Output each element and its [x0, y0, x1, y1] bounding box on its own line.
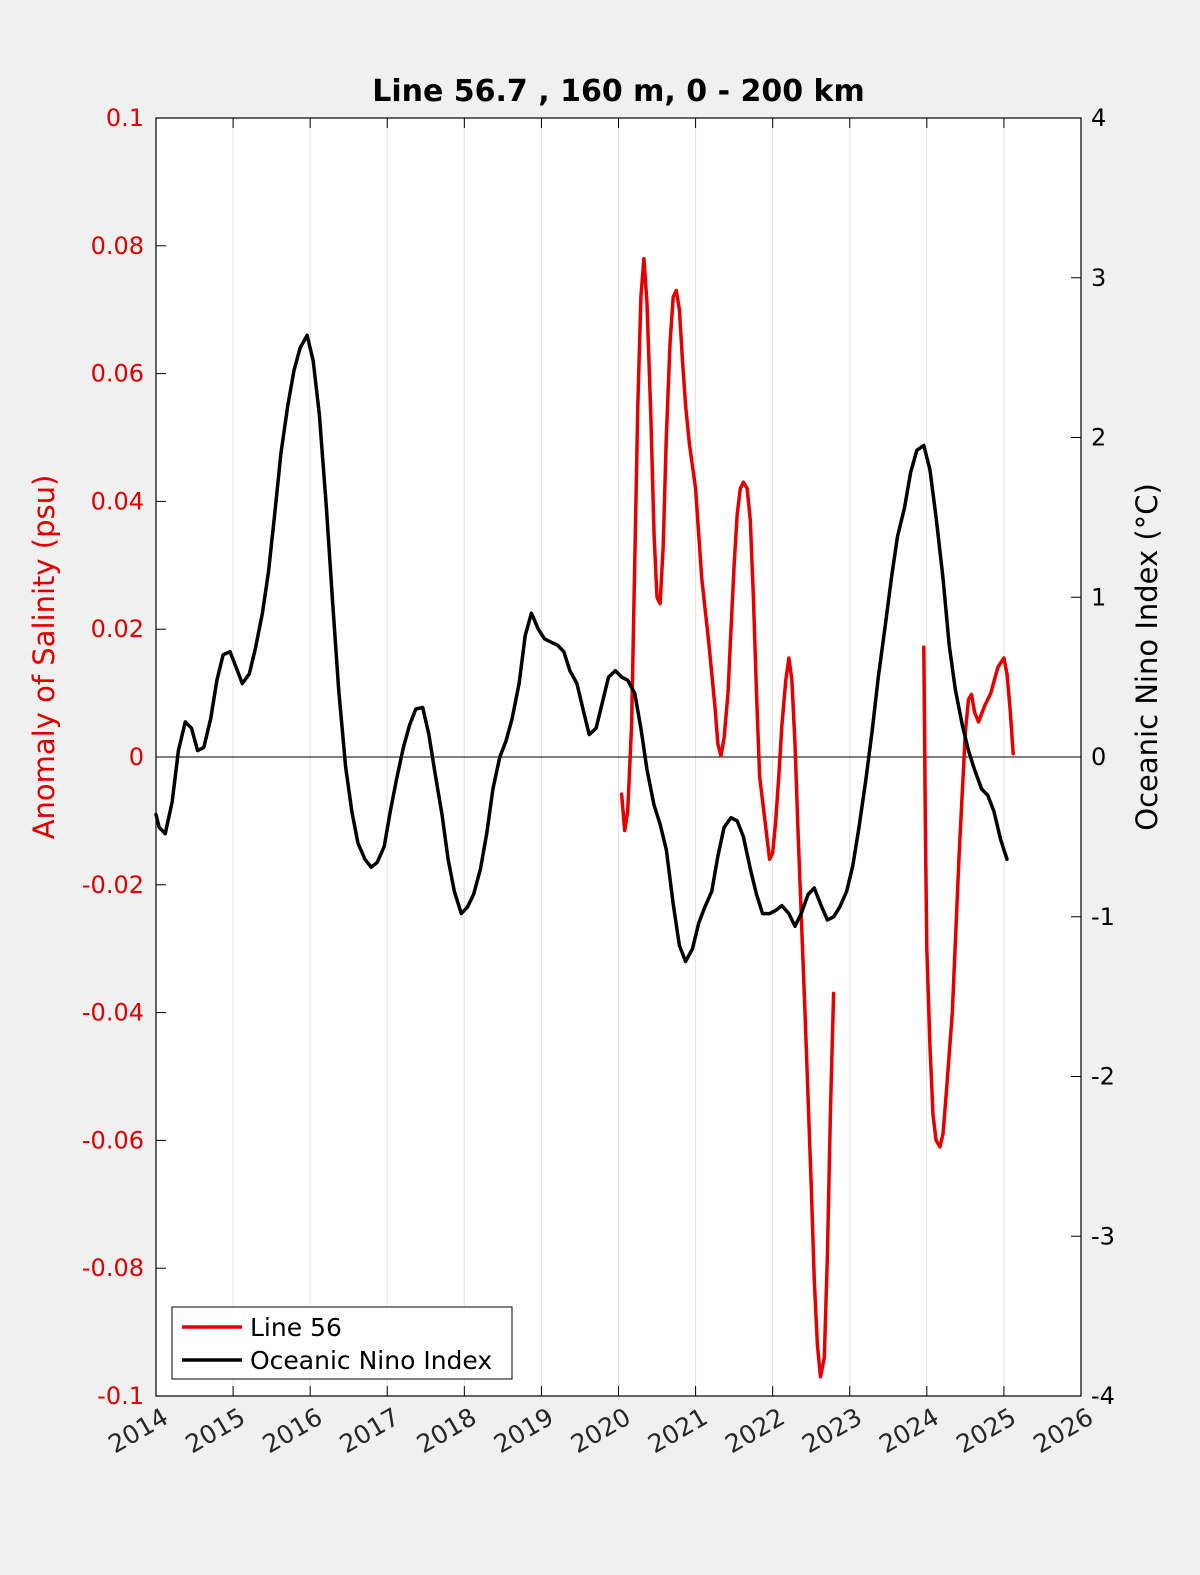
left-y-tick-label: 0.06: [91, 360, 144, 388]
right-y-tick-label: 4: [1091, 104, 1106, 132]
right-y-tick-label: 2: [1091, 424, 1106, 452]
x-tick-label: 2023: [797, 1402, 867, 1459]
x-tick-label: 2026: [1028, 1402, 1098, 1459]
series-line-line-56: [619, 256, 836, 1379]
legend: Line 56 Oceanic Nino Index: [171, 1306, 513, 1380]
left-y-tick-label: 0.04: [91, 487, 144, 515]
left-y-tick-label: 0.02: [91, 615, 144, 643]
right-y-tick-label: -1: [1091, 903, 1115, 931]
legend-entry-line-56: Line 56: [250, 1313, 342, 1342]
right-y-tick-label: 0: [1091, 743, 1106, 771]
chart-title: Line 56.7 , 160 m, 0 - 200 km: [372, 74, 865, 109]
series-line-oceanic-nino-index: [154, 333, 1009, 964]
left-y-axis: 0.1 0.08 0.06 0.04 0.02 0 -0.02 -0.04 -0.06 -0.08…: [82, 104, 166, 1410]
right-y-tick-label: -4: [1091, 1382, 1115, 1410]
x-tick-label: 2021: [643, 1402, 713, 1459]
x-tick-label: 2018: [412, 1402, 482, 1459]
left-y-tick-label: 0.1: [106, 104, 144, 132]
legend-box: [171, 1306, 513, 1380]
x-tick-label: 2024: [874, 1402, 944, 1459]
x-tick-label: 2022: [720, 1402, 790, 1459]
x-tick-label: 2016: [258, 1402, 328, 1459]
right-y-tick-label: 1: [1091, 583, 1106, 611]
left-y-tick-label: -0.04: [82, 999, 144, 1027]
x-tick-label: 2017: [335, 1402, 405, 1459]
left-y-tick-label: 0: [129, 743, 144, 771]
right-y-axis: 4 3 2 1 0 -1 -2 -3 -4: [1071, 104, 1115, 1410]
left-y-axis-label: Anomaly of Salinity (psu): [27, 475, 61, 840]
left-y-tick-label: 0.08: [91, 232, 144, 260]
x-tick-label: 2015: [180, 1402, 250, 1459]
left-y-tick-label: -0.02: [82, 871, 144, 899]
right-y-tick-label: -3: [1091, 1222, 1115, 1250]
right-y-axis-label: Oceanic Nino Index (°C): [1130, 483, 1164, 831]
x-tick-label: 2019: [489, 1402, 559, 1459]
left-y-tick-label: -0.06: [82, 1126, 144, 1154]
left-y-tick-label: -0.08: [82, 1254, 144, 1282]
left-y-tick-label: -0.1: [97, 1382, 144, 1410]
legend-entry-oceanic-nino-index: Oceanic Nino Index: [250, 1346, 492, 1375]
right-y-tick-label: 3: [1091, 264, 1106, 292]
series-layer: [154, 256, 1015, 1379]
x-tick-label: 2014: [103, 1402, 173, 1459]
x-tick-label: 2025: [951, 1402, 1021, 1459]
right-y-tick-label: -2: [1091, 1063, 1115, 1091]
x-tick-label: 2020: [566, 1402, 636, 1459]
